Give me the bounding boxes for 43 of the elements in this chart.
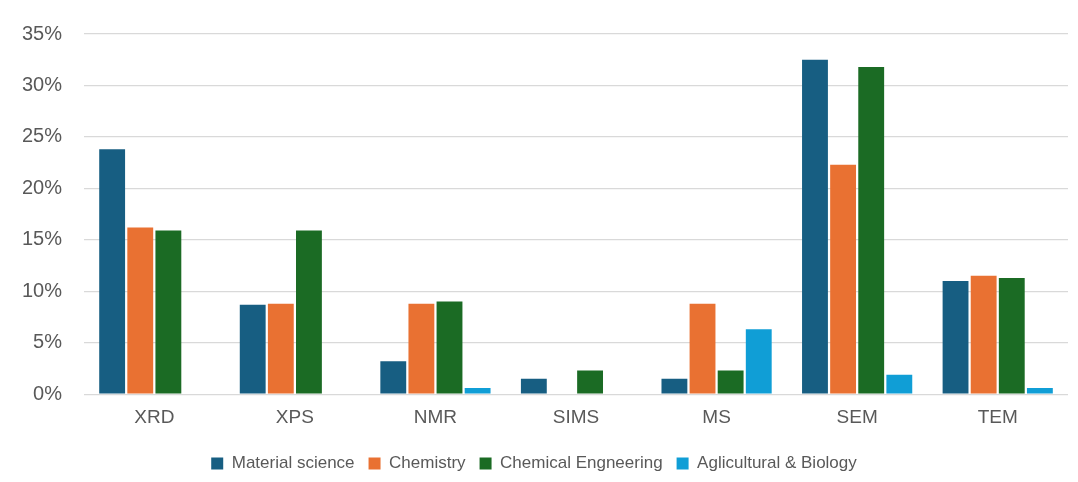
bar (436, 301, 463, 394)
x-tick-label: NMR (413, 405, 458, 427)
bar (380, 361, 407, 394)
bar (464, 388, 491, 394)
legend-label: Material science (231, 453, 355, 473)
bar (267, 303, 294, 394)
x-tick-label: SEM (836, 405, 878, 427)
bar (577, 370, 603, 394)
x-tick-label: SIMS (552, 405, 600, 427)
legend-label: Chemistry (389, 453, 467, 473)
bar (296, 230, 322, 394)
y-tick-label: 20% (22, 175, 63, 198)
bar (1026, 388, 1053, 394)
x-tick-label: TEM (977, 405, 1018, 427)
legend-label: Aglicultural & Biology (697, 453, 858, 473)
bar (830, 164, 857, 394)
bar (886, 374, 913, 394)
bar (99, 149, 126, 394)
x-tick-label: MS (702, 405, 731, 427)
bar (745, 329, 772, 394)
bar (802, 59, 828, 394)
bar (239, 304, 266, 394)
bar (858, 66, 885, 394)
legend-label: Chemical Engneering (500, 453, 663, 473)
y-tick-label: 25% (22, 124, 63, 147)
bar (520, 378, 547, 394)
bar (689, 303, 716, 394)
bar (942, 280, 969, 394)
bar (155, 230, 182, 394)
bar (998, 277, 1025, 394)
bar (661, 378, 688, 394)
y-tick-label: 10% (22, 278, 63, 301)
y-tick-label: 5% (33, 330, 63, 353)
y-tick-label: 30% (22, 72, 63, 95)
x-tick-label: XRD (134, 405, 175, 427)
bar (127, 227, 154, 394)
x-tick-label: XPS (275, 405, 314, 427)
bar (408, 303, 435, 394)
y-tick-label: 15% (22, 227, 63, 250)
y-tick-label: 0% (33, 381, 63, 404)
bar (717, 370, 744, 394)
bar (970, 275, 997, 394)
y-tick-label: 35% (22, 21, 63, 44)
